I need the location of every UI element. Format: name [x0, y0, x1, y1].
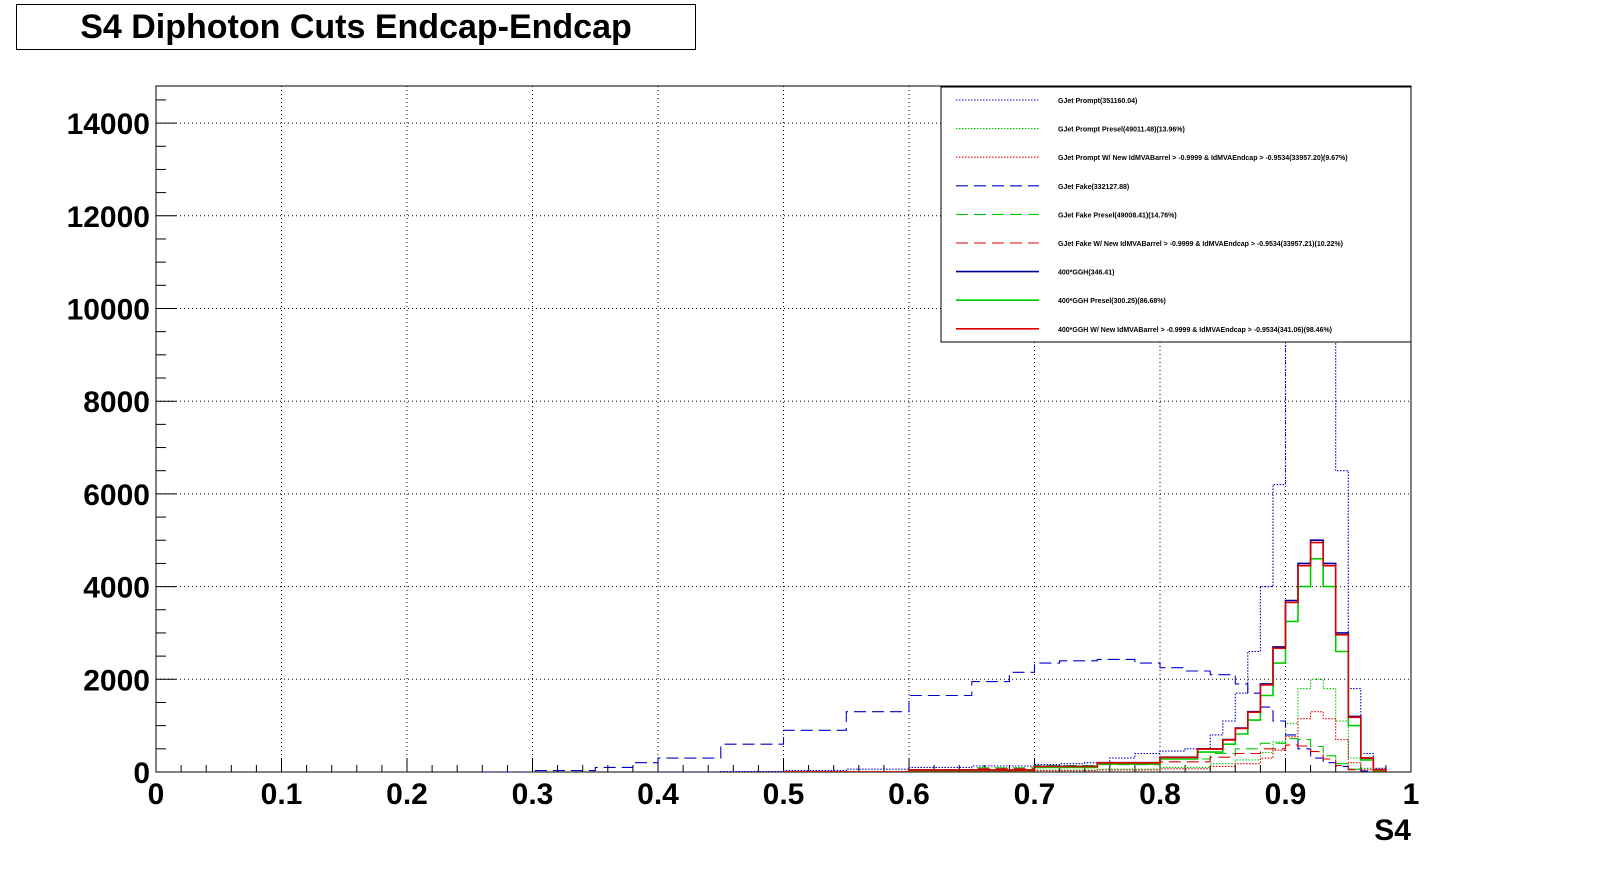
x-tick-label: 0.5 — [763, 778, 805, 811]
x-tick-label: 0.3 — [512, 778, 554, 811]
legend-label: GJet Prompt Presel(49011.48)(13.96%) — [1058, 127, 1185, 134]
y-tick-label: 6000 — [83, 479, 150, 512]
legend-label: GJet Fake W/ New IdMVABarrel > -0.9999 &… — [1058, 241, 1343, 248]
x-tick-label: 0.7 — [1014, 778, 1056, 811]
series-line — [783, 541, 1387, 772]
legend-label: 400*GGH(346.41) — [1058, 270, 1114, 277]
legend-label: 400*GGH Presel(300.25)(86.68%) — [1058, 298, 1166, 305]
x-tick-label: 1 — [1403, 778, 1420, 811]
legend-label: GJet Fake(332127.88) — [1058, 184, 1129, 191]
legend-label: GJet Prompt(351160.04) — [1058, 98, 1137, 105]
y-tick-label: 2000 — [83, 664, 150, 697]
y-tick-label: 8000 — [83, 386, 150, 419]
x-tick-label: 0.6 — [888, 778, 930, 811]
series-line — [783, 678, 1387, 772]
x-axis-title: S4 — [1374, 814, 1411, 847]
series-line — [783, 711, 1387, 772]
legend-label: GJet Prompt W/ New IdMVABarrel > -0.9999… — [1058, 155, 1348, 162]
x-tick-label: 0.9 — [1265, 778, 1307, 811]
chart-title-box: S4 Diphoton Cuts Endcap-Endcap — [16, 4, 696, 50]
y-tick-label: 0 — [133, 757, 150, 790]
x-tick-label: 0.8 — [1139, 778, 1181, 811]
x-tick-label: 0.4 — [637, 778, 679, 811]
series-line — [783, 558, 1387, 772]
y-tick-label: 14000 — [67, 108, 150, 141]
x-tick-label: 0 — [148, 778, 165, 811]
legend-label: 400*GGH W/ New IdMVABarrel > -0.9999 & I… — [1058, 327, 1332, 334]
y-tick-label: 4000 — [83, 572, 150, 605]
x-tick-label: 0.1 — [261, 778, 303, 811]
x-tick-label: 0.2 — [386, 778, 428, 811]
series-line — [482, 658, 1374, 772]
legend-label: GJet Fake Presel(49008.41)(14.76%) — [1058, 212, 1177, 219]
y-tick-label: 12000 — [67, 201, 150, 234]
y-tick-label: 10000 — [67, 293, 150, 326]
chart-title: S4 Diphoton Cuts Endcap-Endcap — [80, 7, 632, 46]
